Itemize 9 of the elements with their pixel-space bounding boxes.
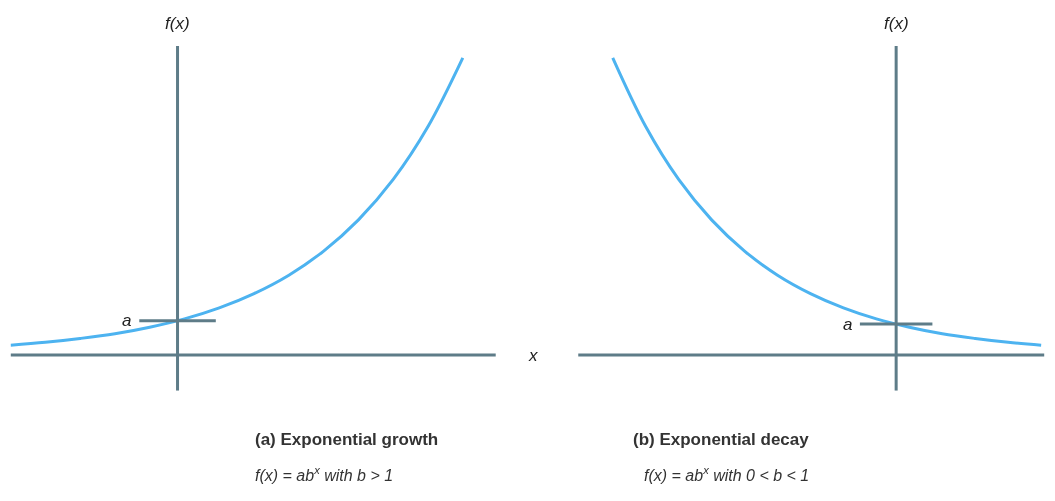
annotation: a [122,311,132,330]
text: (a) Exponential growth [255,430,439,449]
text: f(x) = ab$^{x}$ with b > 1 [255,464,394,484]
y-axis-title: f(x) [165,14,190,33]
y-axis-title: f(x) [884,14,909,33]
text: f(x) = ab$^{x}$ with 0 < b < 1 [644,464,810,484]
x-axis-title: x [528,346,538,365]
annotation: a [843,315,853,334]
text: (b) Exponential decay [633,430,810,449]
